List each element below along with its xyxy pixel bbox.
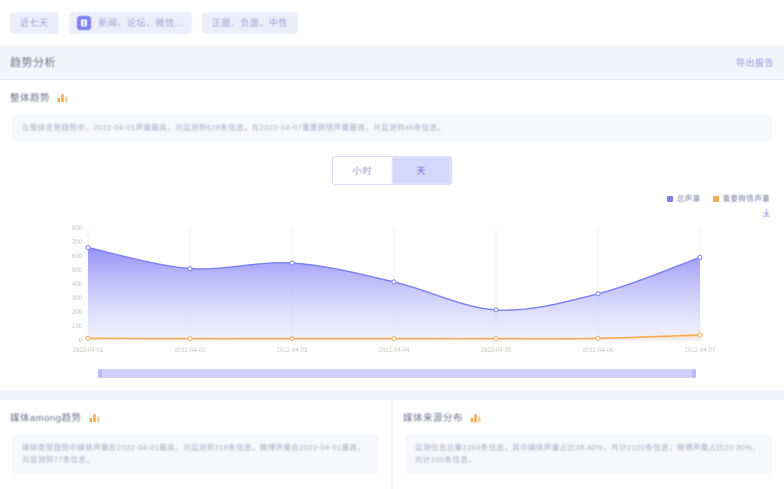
svg-text:500: 500 <box>72 268 83 274</box>
source-trend-note-box: 媒体类型趋势中媒体声量在2022-04-01最高，共监测到318条信息，微博声量… <box>12 434 379 474</box>
filter-chip-range-label: 近七天 <box>20 18 49 28</box>
filter-chip-range[interactable]: 近七天 <box>10 11 59 34</box>
svg-text:0: 0 <box>79 338 83 344</box>
chart-yaxis-labels: 0 100 200 300 400 500 600 700 800 <box>72 226 83 344</box>
chart-legend: 总声量 重要舆情声量 <box>0 191 784 204</box>
filter-chip-sentiment[interactable]: 正面、负面、中性 <box>202 11 299 34</box>
chart-point <box>493 336 499 342</box>
trend-analysis-card: 整体趋势 在整体走势趋势中，2022-04-01声量最高，共监测到628条信息，… <box>0 80 784 390</box>
source-distribution-card: 媒体来源分布 监测信息总量2264条信息，其中媒体声量占比38.40%，共计21… <box>393 400 784 489</box>
svg-text:2022-04-07: 2022-04-07 <box>685 348 716 354</box>
svg-text:800: 800 <box>72 226 83 232</box>
chart-point <box>289 336 295 342</box>
chart-point <box>697 254 703 260</box>
source-distribution-note-text: 监测信息总量2264条信息，其中媒体声量占比38.40%，共计2100条信息；微… <box>415 443 761 464</box>
export-report-button[interactable]: 导出报告 <box>735 57 774 68</box>
source-distribution-note-box: 监测信息总量2264条信息，其中媒体声量占比38.40%，共计2100条信息；微… <box>405 434 772 474</box>
legend-label-total: 总声量 <box>676 194 701 203</box>
bar-chart-icon <box>88 411 101 424</box>
chart-point <box>391 279 397 285</box>
filter-chip-sources[interactable]: 新闻、论坛、微信… <box>68 11 193 34</box>
chart-point <box>697 332 703 338</box>
download-icon[interactable] <box>761 206 772 218</box>
chart-point <box>187 266 193 272</box>
svg-text:2022-04-03: 2022-04-03 <box>277 348 308 354</box>
main-content: 整体趋势 在整体走势趋势中，2022-04-01声量最高，共监测到628条信息，… <box>0 80 784 489</box>
filter-chip-sources-label: 新闻、论坛、微信… <box>98 18 185 28</box>
granularity-tabs: 小时 天 <box>0 152 784 191</box>
svg-text:700: 700 <box>72 240 83 246</box>
svg-text:400: 400 <box>72 282 83 288</box>
svg-text:2022-04-06: 2022-04-06 <box>583 348 614 354</box>
chart-range-slider[interactable] <box>98 369 696 378</box>
slider-handle-left[interactable] <box>98 369 102 378</box>
svg-text:2022-04-04: 2022-04-04 <box>379 348 410 354</box>
legend-item-important[interactable]: 重要舆情声量 <box>712 193 770 204</box>
tab-day[interactable]: 天 <box>392 157 451 184</box>
building-icon <box>76 15 91 30</box>
filter-chip-sentiment-label: 正面、负面、中性 <box>212 18 289 28</box>
page-title: 趋势分析 <box>10 57 56 69</box>
chart-point <box>85 335 91 341</box>
bottom-cards-row: 媒体among趋势 媒体类型趋势中媒体声量在2022-04-01最高，共监测到3… <box>0 400 784 489</box>
chart-point <box>85 245 91 251</box>
trend-card-header: 整体趋势 <box>0 80 784 108</box>
legend-dot-important <box>712 195 719 202</box>
chart-point <box>493 307 499 313</box>
chart-xaxis-labels: 2022-04-01 2022-04-02 2022-04-03 2022-04-04… <box>73 348 716 354</box>
svg-text:200: 200 <box>72 310 83 316</box>
source-distribution-title: 媒体来源分布 <box>403 413 464 424</box>
source-trend-title: 媒体among趋势 <box>10 413 82 424</box>
filter-bar: 近七天 新闻、论坛、微信… 正面、负面、中性 <box>0 0 784 45</box>
svg-text:100: 100 <box>72 324 83 330</box>
svg-text:2022-04-02: 2022-04-02 <box>175 348 206 354</box>
svg-text:300: 300 <box>72 296 83 302</box>
svg-text:2022-04-01: 2022-04-01 <box>73 348 104 354</box>
source-trend-card: 媒体among趋势 媒体类型趋势中媒体声量在2022-04-01最高，共监测到3… <box>0 400 391 489</box>
chart-point <box>595 291 601 297</box>
svg-text:2022-04-05: 2022-04-05 <box>481 348 512 354</box>
chart-range-slider-row <box>0 365 784 390</box>
chart-point <box>187 336 193 342</box>
chart-area-0 <box>88 247 700 340</box>
source-distribution-header: 媒体来源分布 <box>393 400 784 428</box>
source-trend-note-text: 媒体类型趋势中媒体声量在2022-04-01最高，共监测到318条信息，微博声量… <box>22 443 366 464</box>
bar-chart-icon <box>469 411 482 424</box>
bar-chart-icon <box>56 91 69 104</box>
svg-text:600: 600 <box>72 254 83 260</box>
trend-chart[interactable]: 0 100 200 300 400 500 600 700 800 2022-04-01 2022… <box>0 220 784 365</box>
chart-point <box>391 336 397 342</box>
legend-dot-total <box>666 195 673 202</box>
chart-series-areas <box>85 245 703 342</box>
trend-note-text: 在整体走势趋势中，2022-04-01声量最高，共监测到628条信息，在2022… <box>22 123 446 132</box>
legend-item-total[interactable]: 总声量 <box>666 193 701 204</box>
source-trend-header: 媒体among趋势 <box>0 400 391 428</box>
trend-card-title: 整体趋势 <box>10 93 51 104</box>
slider-handle-right[interactable] <box>692 369 696 378</box>
trend-note-box: 在整体走势趋势中，2022-04-01声量最高，共监测到628条信息，在2022… <box>12 114 772 142</box>
tab-hour[interactable]: 小时 <box>333 157 392 184</box>
chart-toolbox <box>0 204 784 218</box>
chart-point <box>595 335 601 341</box>
page-header: 趋势分析 导出报告 <box>0 45 784 80</box>
legend-label-important: 重要舆情声量 <box>722 194 770 203</box>
chart-point <box>289 260 295 266</box>
